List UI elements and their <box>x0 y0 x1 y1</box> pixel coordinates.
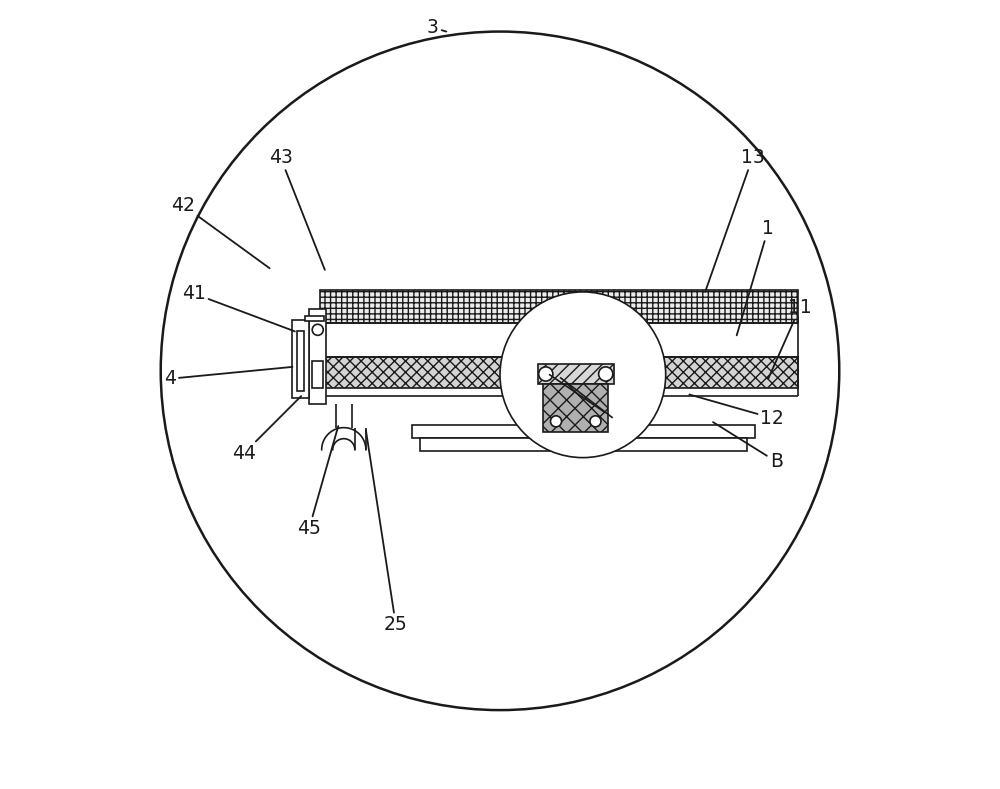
Text: 41: 41 <box>182 284 295 331</box>
Circle shape <box>500 292 666 458</box>
Text: 42: 42 <box>171 196 270 268</box>
Text: 1: 1 <box>737 219 774 335</box>
Bar <box>297 331 304 391</box>
Bar <box>420 438 747 451</box>
Text: 12: 12 <box>689 394 784 428</box>
Bar <box>312 361 323 388</box>
Circle shape <box>550 416 562 427</box>
Bar <box>543 384 608 432</box>
Text: 11: 11 <box>768 298 812 379</box>
Circle shape <box>599 367 613 381</box>
Bar <box>309 309 326 404</box>
Circle shape <box>590 416 601 427</box>
Text: 25: 25 <box>366 430 408 634</box>
Bar <box>412 425 755 438</box>
Text: 3: 3 <box>427 18 446 37</box>
Text: 4: 4 <box>164 367 292 388</box>
Text: B: B <box>713 422 783 471</box>
Bar <box>320 290 798 323</box>
Text: 45: 45 <box>297 426 338 538</box>
Bar <box>305 316 324 321</box>
Bar <box>320 357 798 388</box>
Bar <box>292 320 309 398</box>
Bar <box>538 364 614 384</box>
Text: 44: 44 <box>232 396 301 463</box>
Text: 13: 13 <box>705 148 764 292</box>
Circle shape <box>539 367 553 381</box>
Circle shape <box>161 32 839 710</box>
Circle shape <box>312 324 323 335</box>
Text: 43: 43 <box>269 148 325 270</box>
